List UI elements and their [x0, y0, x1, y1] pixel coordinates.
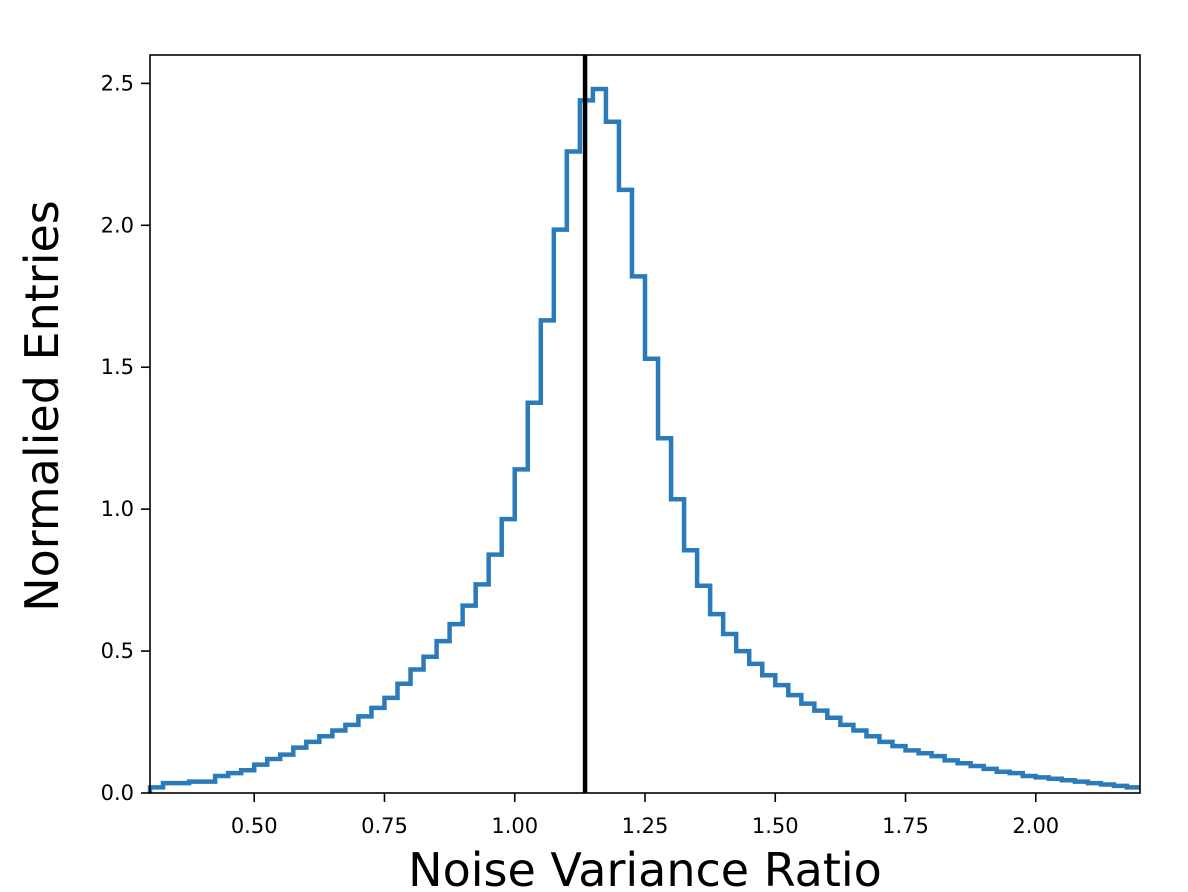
y-tick-label: 1.5	[101, 355, 134, 379]
y-tick-label: 2.0	[101, 213, 134, 237]
x-tick-label: 1.75	[882, 814, 929, 838]
x-tick-label: 1.00	[491, 814, 538, 838]
y-axis-ticks: 0.0 0.5 1.0 1.5 2.0 2.5	[101, 71, 150, 805]
x-tick-label: 2.00	[1012, 814, 1059, 838]
x-axis-title: Noise Variance Ratio	[408, 843, 882, 892]
y-tick-label: 2.5	[101, 71, 134, 95]
axes-frame	[149, 54, 1141, 794]
plot-area	[147, 54, 1141, 794]
x-tick-label: 1.50	[752, 814, 799, 838]
y-tick-label: 1.0	[101, 497, 134, 521]
x-axis-ticks: 0.50 0.75 1.00 1.25 1.50 1.75 2.00	[231, 793, 1059, 838]
x-tick-label: 0.75	[361, 814, 408, 838]
x-tick-label: 1.25	[622, 814, 669, 838]
x-tick-label: 0.50	[231, 814, 278, 838]
y-tick-label: 0.0	[101, 781, 134, 805]
y-axis-title: Normalied Entries	[15, 200, 69, 612]
y-tick-label: 0.5	[101, 639, 134, 663]
histogram-outline	[147, 86, 1140, 793]
